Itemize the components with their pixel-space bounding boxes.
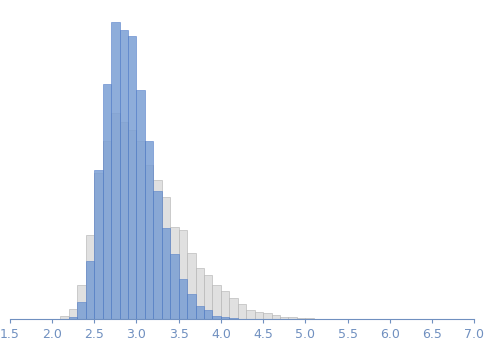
Bar <box>196 306 204 319</box>
Bar <box>111 113 120 319</box>
Bar <box>128 130 136 319</box>
Bar <box>221 317 229 319</box>
Bar <box>196 268 204 319</box>
Bar <box>77 285 86 319</box>
Bar <box>187 294 196 319</box>
Bar <box>179 229 187 319</box>
Bar <box>103 83 111 319</box>
Bar <box>212 285 221 319</box>
Bar <box>86 235 94 319</box>
Bar <box>238 305 246 319</box>
Bar <box>297 318 305 319</box>
Bar <box>288 317 297 319</box>
Bar <box>153 180 162 319</box>
Bar <box>263 313 272 319</box>
Bar <box>136 90 145 319</box>
Bar <box>94 170 103 319</box>
Bar <box>77 302 86 319</box>
Bar <box>179 279 187 319</box>
Bar <box>103 141 111 319</box>
Bar <box>145 141 153 319</box>
Bar <box>305 318 314 319</box>
Bar <box>69 309 77 319</box>
Bar <box>212 316 221 319</box>
Bar <box>229 298 238 319</box>
Bar <box>246 310 255 319</box>
Bar <box>60 317 69 319</box>
Bar <box>280 317 288 319</box>
Bar <box>229 318 238 319</box>
Bar <box>94 173 103 319</box>
Bar <box>145 165 153 319</box>
Bar <box>128 36 136 319</box>
Bar <box>120 30 128 319</box>
Bar <box>69 317 77 319</box>
Bar <box>120 122 128 319</box>
Bar <box>255 312 263 319</box>
Bar <box>111 22 120 319</box>
Bar <box>170 254 179 319</box>
Bar <box>187 253 196 319</box>
Bar <box>153 191 162 319</box>
Bar <box>162 197 170 319</box>
Bar <box>162 228 170 319</box>
Bar <box>136 142 145 319</box>
Bar <box>272 315 280 319</box>
Bar <box>221 291 229 319</box>
Bar <box>86 261 94 319</box>
Bar <box>204 310 212 319</box>
Bar <box>204 276 212 319</box>
Bar <box>170 227 179 319</box>
